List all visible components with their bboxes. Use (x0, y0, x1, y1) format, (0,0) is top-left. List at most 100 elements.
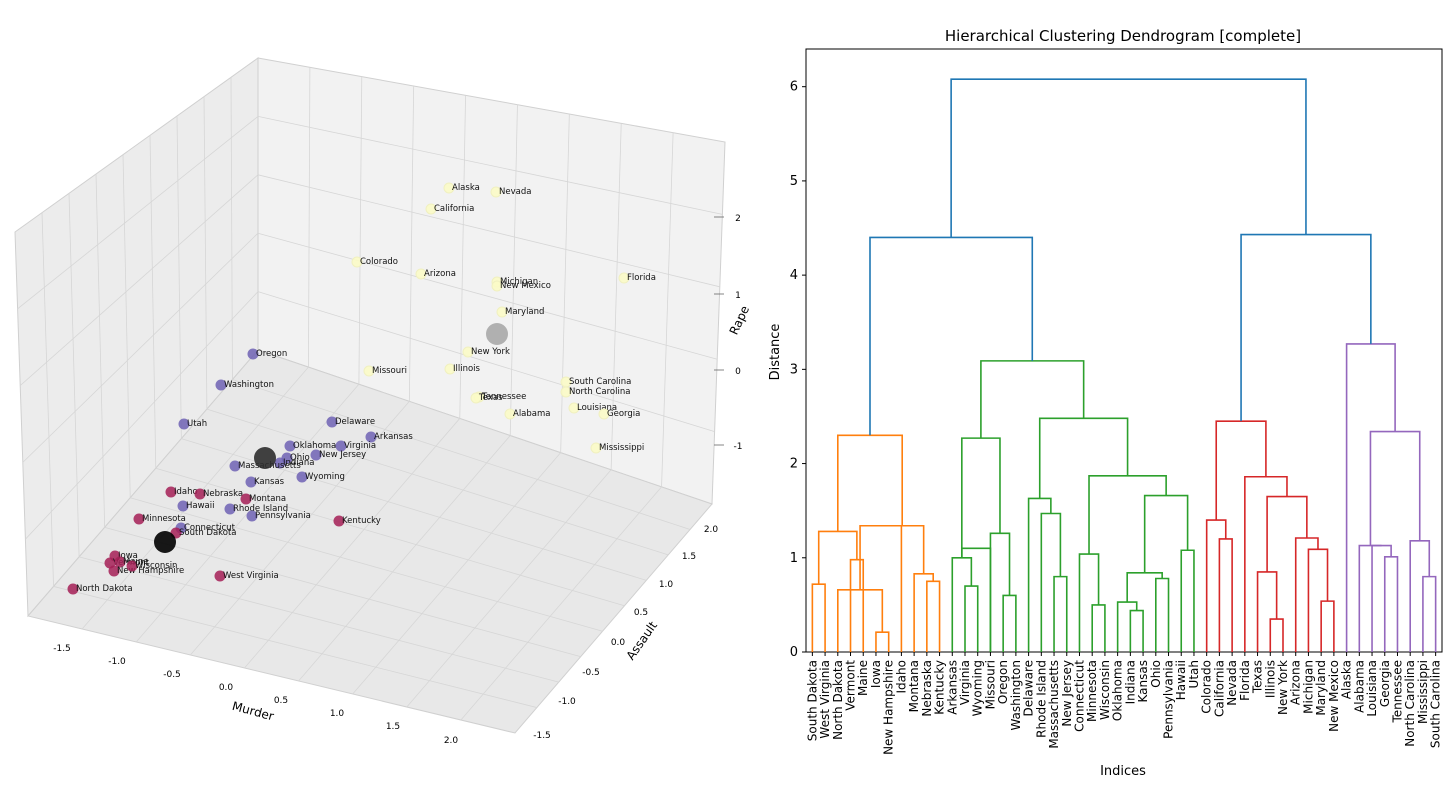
grid-line (95, 173, 106, 528)
y-tick-label: 2 (790, 457, 798, 472)
data-point (444, 363, 456, 375)
point-label: Kentucky (342, 516, 381, 526)
point-label: Indiana (283, 458, 314, 468)
leaf-label: Utah (1187, 660, 1201, 688)
dendrogram-link (1371, 544, 1392, 652)
dendrogram-link (1038, 417, 1129, 499)
dendrogram-link (859, 524, 903, 652)
data-point (415, 268, 427, 280)
leaf-label: North Carolina (1403, 660, 1417, 747)
dendrogram-link (1358, 544, 1382, 652)
leaf-label: Alaska (1340, 660, 1354, 699)
x-tick-label: 2.0 (444, 736, 459, 746)
leaf-label: North Dakota (831, 660, 845, 740)
z-tick-label: 0 (735, 367, 741, 377)
point-label: Hawaii (186, 501, 214, 511)
leaf-label: Oklahoma (1111, 660, 1125, 721)
grid-line (53, 586, 537, 708)
dendrogram-link (913, 572, 934, 652)
grid-line (408, 85, 415, 402)
y-tick-label: 5 (790, 174, 798, 189)
leaf-label: Louisiana (1365, 660, 1379, 717)
data-point (229, 460, 241, 472)
dendrogram-link (1383, 556, 1399, 652)
grid-line (257, 232, 718, 360)
data-point (126, 560, 138, 572)
point-label: California (434, 204, 474, 214)
grid-line (41, 212, 54, 587)
dendrogram-link (849, 558, 865, 652)
grid-line (22, 232, 259, 463)
data-point (598, 408, 610, 420)
y-tick-label: 4 (790, 268, 798, 283)
dendrogram-link (869, 236, 1034, 436)
point-label: West Virginia (223, 571, 279, 581)
leaf-label: Indiana (1123, 660, 1137, 704)
dendrogram-link (1180, 549, 1195, 652)
grid-line (230, 77, 233, 380)
y-axis-label: Distance (768, 324, 783, 381)
grid-line (79, 556, 559, 683)
leaf-label: South Dakota (805, 660, 819, 741)
point-label: Alaska (452, 183, 480, 193)
data-point (165, 486, 177, 498)
dendrogram-link (1320, 600, 1335, 652)
x-tick-label: -1.0 (108, 657, 126, 667)
dendrogram-link (1218, 538, 1233, 652)
plot-frame (805, 48, 1443, 653)
dendrogram-link (1244, 475, 1288, 652)
chart-title: Hierarchical Clustering Dendrogram [comp… (945, 27, 1301, 45)
leaf-label: Texas (1251, 660, 1265, 694)
dendrogram-link (1205, 519, 1227, 652)
data-point (462, 346, 474, 358)
grid-line (25, 291, 259, 540)
data-point (284, 440, 296, 452)
data-point (274, 457, 286, 469)
dendrogram-link (1369, 430, 1421, 546)
grid-line (257, 291, 715, 432)
dendrogram-link (1345, 343, 1396, 652)
cluster-centroid (254, 447, 276, 469)
y-tick-label: 1 (790, 551, 798, 566)
grid-line (610, 123, 622, 470)
cluster-centroid (154, 531, 176, 553)
point-label: North Dakota (76, 584, 133, 594)
dendrogram-link (837, 434, 903, 532)
dendrogram-link (1422, 575, 1437, 652)
leaf-label: Ohio (1149, 660, 1163, 688)
leaf-label: Florida (1238, 660, 1252, 701)
grid-line (232, 379, 691, 530)
data-point (114, 556, 126, 568)
data-point (425, 203, 437, 215)
data-point (560, 386, 572, 398)
point-label: South Dakota (179, 528, 237, 538)
point-label: Montana (249, 494, 286, 504)
point-label: Louisiana (577, 403, 617, 413)
dendrogram-link (1409, 540, 1431, 652)
dendrogram-link (1129, 609, 1144, 652)
grid-line (257, 174, 720, 288)
point-label: Michigan (500, 277, 538, 287)
data-point (246, 510, 258, 522)
dendrogram-link (837, 589, 884, 652)
grid-line (460, 486, 662, 721)
x-tick-label: 1.0 (330, 709, 345, 719)
leaf-label: Maine (856, 660, 870, 696)
y-tick-label: 2.0 (704, 525, 719, 535)
point-label: Maryland (505, 307, 544, 317)
point-label: New York (471, 347, 510, 357)
leaf-label: South Carolina (1429, 660, 1443, 748)
data-point (590, 442, 602, 454)
data-point (363, 365, 375, 377)
grid-line (206, 408, 669, 556)
data-point (496, 306, 508, 318)
point-label: South Carolina (569, 377, 631, 387)
grid-line (81, 366, 309, 630)
data-point (470, 392, 482, 404)
leaf-label: Virginia (958, 660, 972, 705)
point-label: Connecticut (184, 523, 236, 533)
leaf-label: Rhode Island (1034, 660, 1048, 738)
scatter-3d-chart: -1.5 -1.0 -0.5 0.0 0.5 1.0 1.5 2.0 -1.5 -1.0 -0.5 0… (14, 57, 752, 746)
dendrogram-link (1294, 537, 1319, 652)
